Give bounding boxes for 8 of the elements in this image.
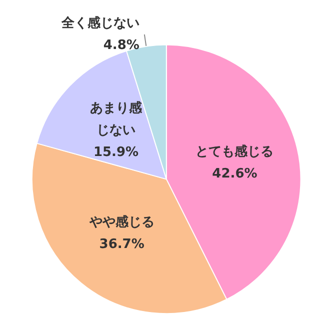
- data-label: 42.6%: [212, 166, 258, 182]
- data-label: 36.7%: [99, 236, 144, 252]
- slice-label: 全く感じない: [60, 14, 140, 31]
- data-label: 15.9%: [93, 144, 139, 160]
- data-label: 4.8%: [103, 38, 140, 53]
- slice-label: やや感じる: [88, 214, 154, 230]
- slice-label: とても感じる: [196, 144, 274, 160]
- slice-label: あまり感じない: [90, 100, 143, 138]
